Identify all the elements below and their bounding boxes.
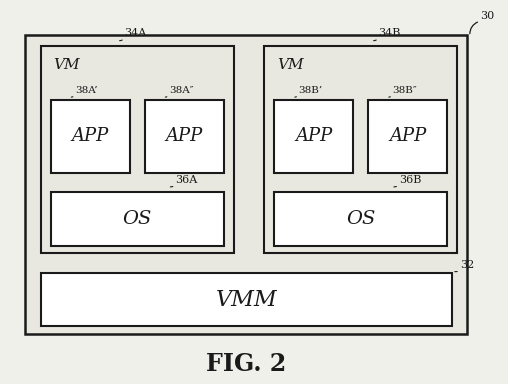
Bar (41, 273, 452, 326)
Text: APP: APP (166, 127, 203, 145)
Text: 38B″: 38B″ (393, 86, 418, 95)
Bar (41, 46, 234, 253)
Text: 30: 30 (480, 11, 494, 21)
Text: VM: VM (277, 58, 303, 71)
Bar (264, 46, 457, 253)
Text: 34B: 34B (378, 28, 401, 38)
Bar (51, 100, 130, 173)
Text: APP: APP (295, 127, 332, 145)
Text: FIG. 2: FIG. 2 (206, 353, 287, 376)
Text: 38A’: 38A’ (75, 86, 98, 95)
Text: 36B: 36B (399, 175, 421, 185)
Text: APP: APP (72, 127, 109, 145)
Bar (145, 100, 224, 173)
Text: 34A: 34A (124, 28, 147, 38)
Text: OS: OS (122, 210, 152, 228)
Text: 36A: 36A (175, 175, 198, 185)
Text: VMM: VMM (215, 288, 277, 311)
Text: APP: APP (389, 127, 426, 145)
Text: VM: VM (53, 58, 80, 71)
Bar (51, 192, 224, 246)
Text: OS: OS (346, 210, 375, 228)
Bar (274, 100, 353, 173)
Bar (25, 35, 467, 334)
Text: 38B’: 38B’ (299, 86, 323, 95)
Bar (368, 100, 447, 173)
Text: 32: 32 (460, 260, 474, 270)
Bar (274, 192, 447, 246)
Text: 38A″: 38A″ (169, 86, 194, 95)
